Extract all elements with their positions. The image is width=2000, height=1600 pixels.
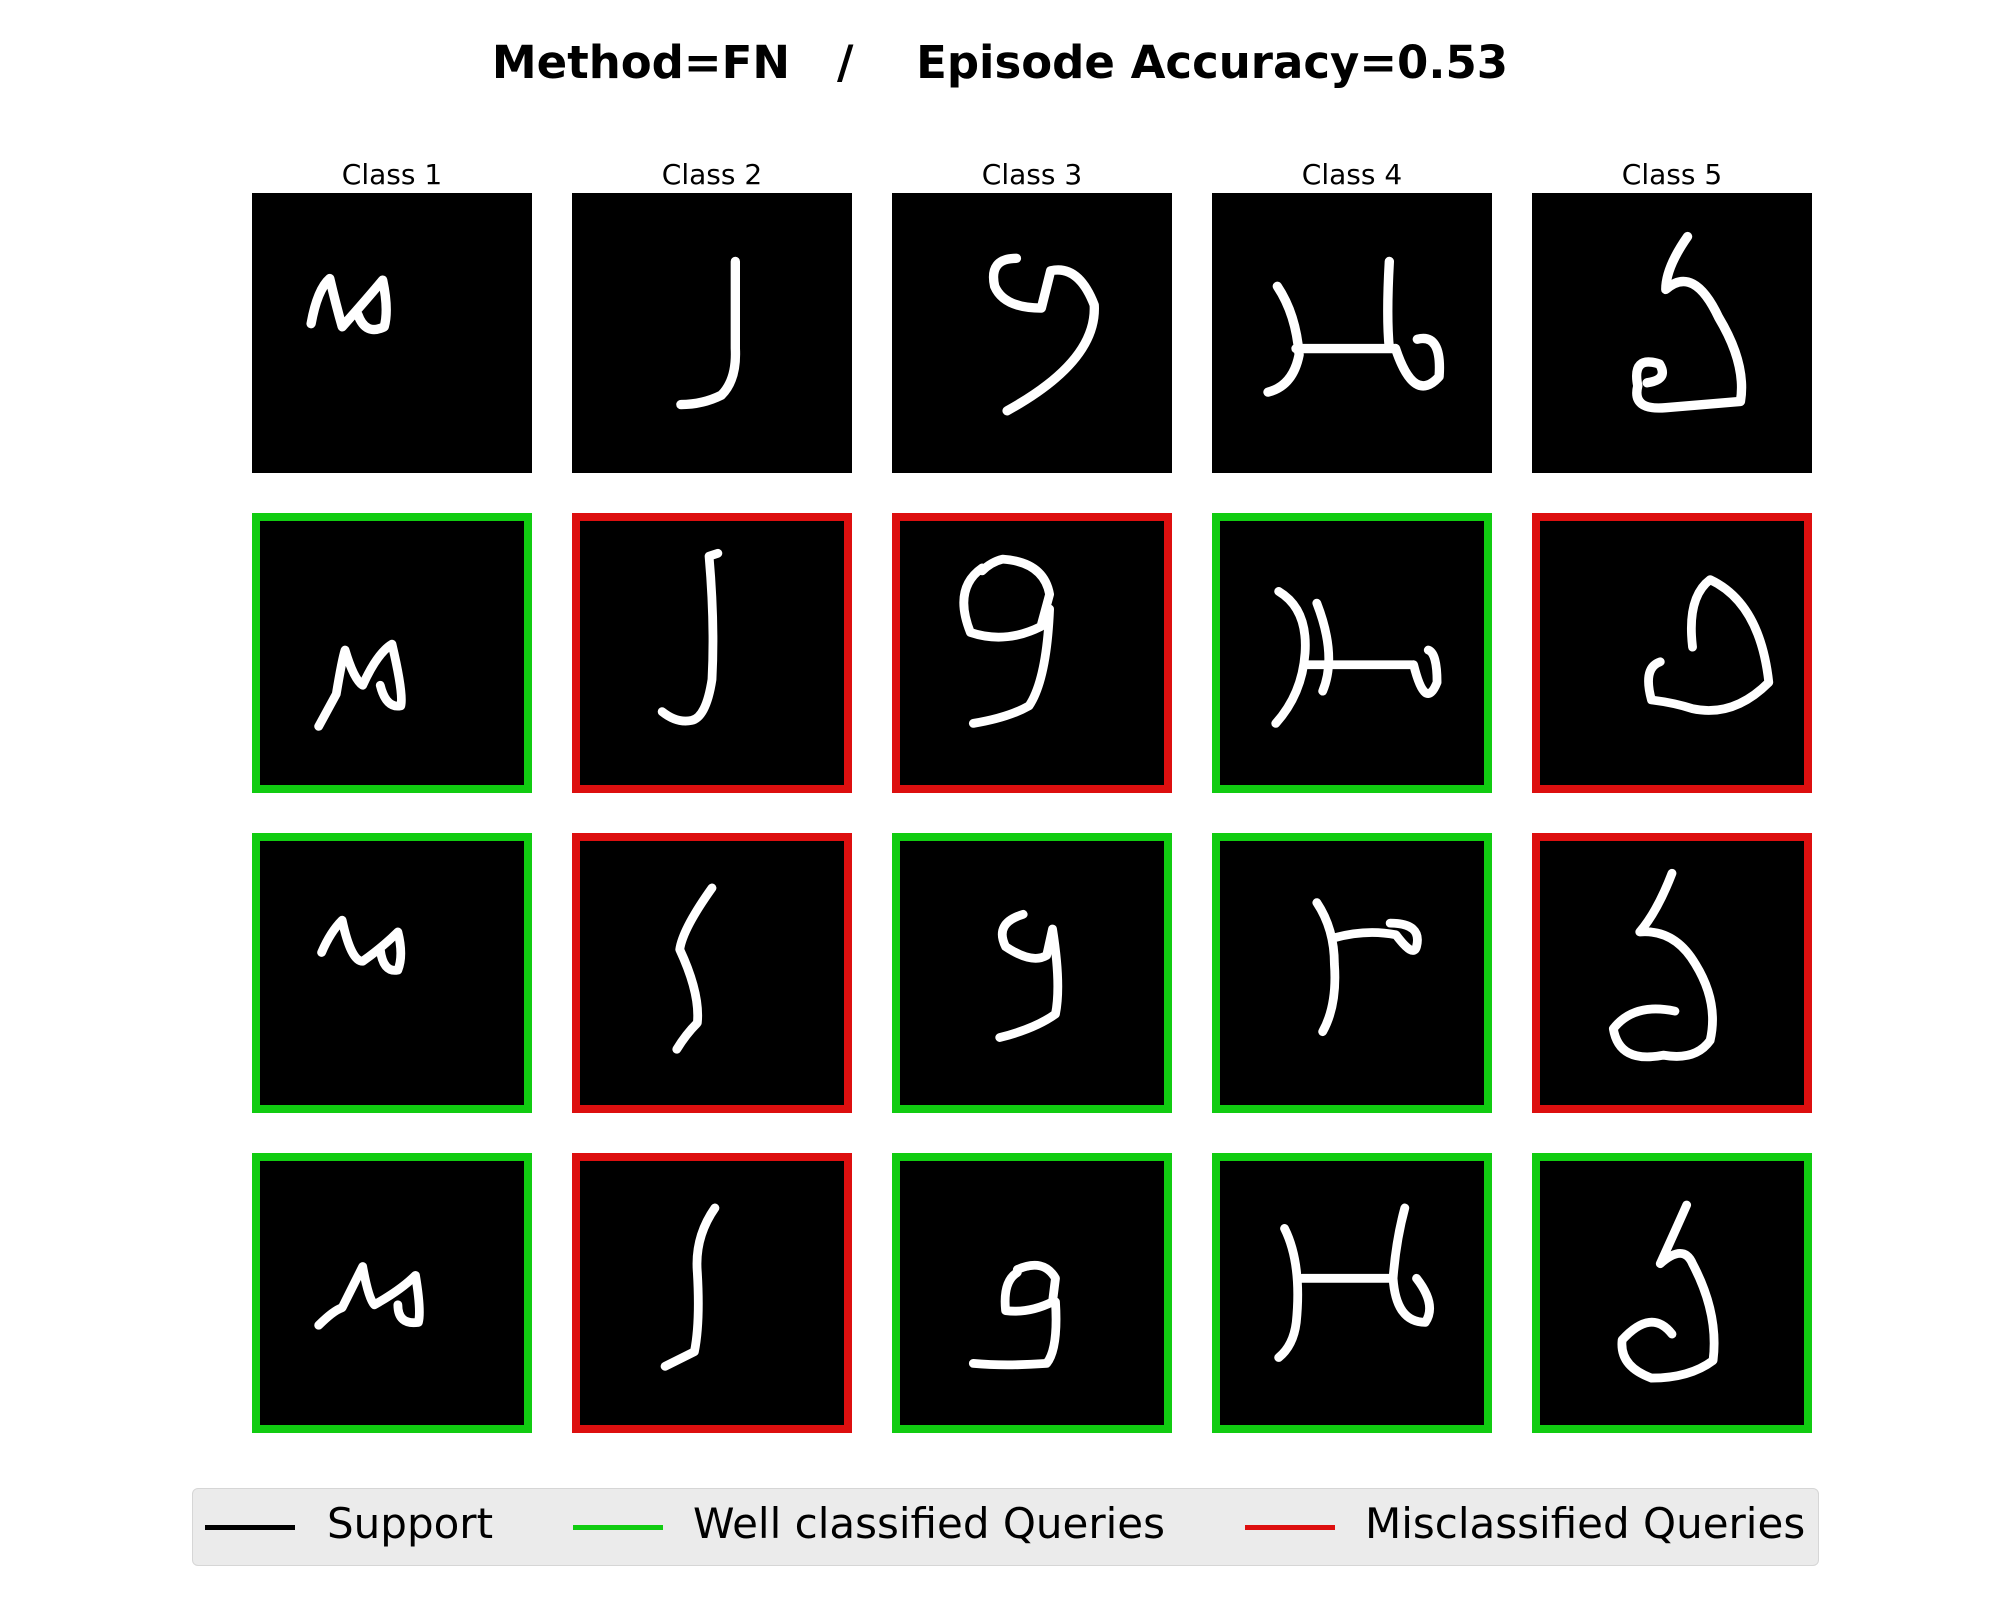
handwritten-character-2	[672, 883, 717, 1054]
query-image-row-2-class-2	[572, 833, 852, 1113]
support-image-class-4	[1212, 193, 1492, 473]
handwritten-character-1	[314, 1262, 424, 1330]
query-image-row-2-class-3	[892, 833, 1172, 1113]
character-stroke	[1608, 868, 1717, 1062]
handwritten-character-3	[995, 909, 1063, 1042]
character-stroke	[1263, 256, 1445, 397]
character-stroke	[1617, 1200, 1719, 1383]
query-image-row-1-class-1	[252, 513, 532, 793]
query-image-row-3-class-2	[572, 1153, 852, 1433]
handwritten-character-5	[1617, 1200, 1719, 1383]
legend-label-misclassified: Misclassified Queries	[1365, 1499, 1806, 1548]
legend-label-well-classified: Well classified Queries	[693, 1499, 1166, 1548]
handwritten-character-1	[306, 273, 391, 335]
query-image-row-2-class-5	[1532, 833, 1812, 1113]
handwritten-character-4	[1312, 898, 1422, 1037]
character-stroke	[657, 548, 723, 726]
query-image-row-3-class-3	[892, 1153, 1172, 1433]
class-label-4: Class 4	[1301, 158, 1403, 191]
class-label-2: Class 2	[661, 158, 763, 191]
character-stroke	[995, 909, 1063, 1042]
query-image-row-2-class-4	[1212, 833, 1492, 1113]
character-stroke	[306, 273, 391, 335]
support-image-class-1	[252, 193, 532, 473]
handwritten-character-1	[317, 915, 406, 975]
support-image-class-5	[1532, 193, 1812, 473]
character-stroke	[988, 253, 1099, 416]
query-image-row-1-class-3	[892, 513, 1172, 793]
character-stroke	[676, 256, 741, 410]
figure-title: Method=FN / Episode Accuracy=0.53	[491, 36, 1509, 89]
handwritten-character-4	[1263, 256, 1445, 397]
handwritten-character-4	[1274, 1203, 1434, 1362]
class-label-5: Class 5	[1621, 158, 1723, 191]
legend-line-well-classified	[573, 1525, 663, 1530]
character-stroke	[1274, 1203, 1434, 1362]
character-stroke	[314, 1262, 424, 1330]
query-image-row-1-class-4	[1212, 513, 1492, 793]
class-label-1: Class 1	[341, 158, 443, 191]
character-stroke	[968, 1260, 1061, 1370]
support-image-class-2	[572, 193, 852, 473]
legend-line-misclassified	[1245, 1525, 1335, 1530]
legend: Support Well classified Queries Misclass…	[192, 1488, 1819, 1566]
handwritten-character-2	[660, 1203, 720, 1371]
query-image-row-1-class-2	[572, 513, 852, 793]
handwritten-character-3	[988, 253, 1099, 416]
character-stroke	[1632, 231, 1747, 413]
query-image-row-1-class-5	[1532, 513, 1812, 793]
query-image-row-3-class-4	[1212, 1153, 1492, 1433]
handwritten-character-4	[1271, 587, 1442, 728]
character-stroke	[672, 883, 717, 1054]
support-image-class-3	[892, 193, 1172, 473]
character-stroke	[959, 554, 1054, 728]
handwritten-character-5	[1644, 575, 1774, 715]
character-stroke	[1312, 898, 1422, 1037]
character-stroke	[317, 915, 406, 975]
handwritten-character-2	[676, 256, 741, 410]
handwritten-character-3	[959, 554, 1054, 728]
character-stroke	[314, 639, 406, 731]
character-stroke	[1644, 575, 1774, 715]
handwritten-character-2	[657, 548, 723, 726]
handwritten-character-5	[1632, 231, 1747, 413]
character-stroke	[1271, 587, 1442, 728]
handwritten-character-1	[314, 639, 406, 731]
legend-line-support	[205, 1525, 295, 1530]
class-label-3: Class 3	[981, 158, 1083, 191]
handwritten-character-3	[968, 1260, 1061, 1370]
query-image-row-3-class-1	[252, 1153, 532, 1433]
handwritten-character-5	[1608, 868, 1717, 1062]
legend-label-support: Support	[327, 1499, 494, 1548]
query-image-row-2-class-1	[252, 833, 532, 1113]
character-stroke	[660, 1203, 720, 1371]
query-image-row-3-class-5	[1532, 1153, 1812, 1433]
